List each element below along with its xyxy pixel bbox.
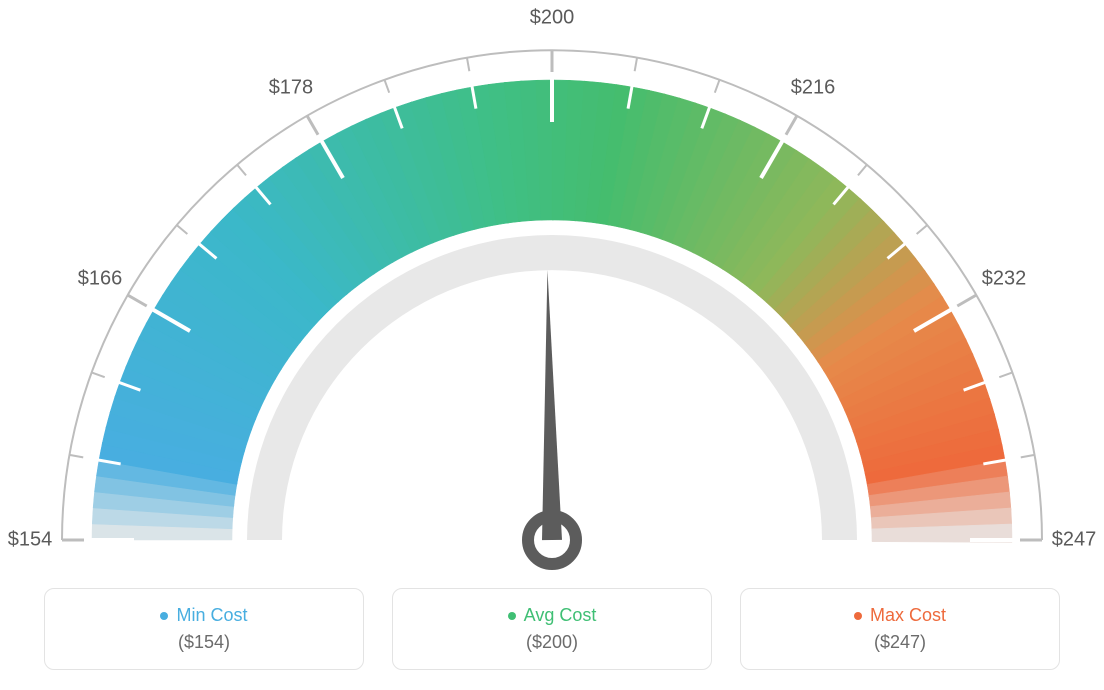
scale-tick-minor <box>715 80 720 93</box>
tick-label: $247 <box>1052 529 1097 552</box>
scale-tick-minor <box>177 225 188 234</box>
legend-value-max: ($247) <box>874 632 926 653</box>
scale-tick-minor <box>237 165 246 176</box>
legend-label-min: Min Cost <box>176 605 247 626</box>
legend-value-min: ($154) <box>178 632 230 653</box>
scale-tick-minor <box>467 57 469 71</box>
tick-label: $232 <box>982 267 1027 290</box>
legend-card-min: Min Cost ($154) <box>44 588 364 670</box>
legend-dot-avg <box>508 612 516 620</box>
legend-title-min: Min Cost <box>160 605 247 626</box>
legend-card-max: Max Cost ($247) <box>740 588 1060 670</box>
tick-label: $216 <box>791 76 836 99</box>
legend-row: Min Cost ($154) Avg Cost ($200) Max Cost… <box>0 588 1104 670</box>
scale-tick-minor <box>917 225 928 234</box>
chart-container: $154 $166 $178 $200 $216 $232 $247 Min Cost ($… <box>0 0 1104 690</box>
legend-label-avg: Avg Cost <box>524 605 597 626</box>
legend-title-avg: Avg Cost <box>508 605 597 626</box>
tick-label: $154 <box>8 529 53 552</box>
scale-tick-minor <box>384 80 389 93</box>
tick-label: $178 <box>269 76 314 99</box>
legend-label-max: Max Cost <box>870 605 946 626</box>
scale-tick-minor <box>858 165 867 176</box>
legend-dot-min <box>160 612 168 620</box>
scale-tick-minor <box>69 455 83 457</box>
gauge-area: $154 $166 $178 $200 $216 $232 $247 <box>0 0 1104 570</box>
legend-card-avg: Avg Cost ($200) <box>392 588 712 670</box>
legend-dot-max <box>854 612 862 620</box>
scale-tick-minor <box>999 372 1012 377</box>
gauge-svg <box>0 0 1104 570</box>
legend-title-max: Max Cost <box>854 605 946 626</box>
tick-label: $200 <box>530 7 575 30</box>
scale-tick-minor <box>92 372 105 377</box>
legend-value-avg: ($200) <box>526 632 578 653</box>
tick-label: $166 <box>78 267 123 290</box>
scale-tick-minor <box>1021 455 1035 457</box>
scale-tick-minor <box>635 57 637 71</box>
gauge-needle <box>542 270 562 540</box>
